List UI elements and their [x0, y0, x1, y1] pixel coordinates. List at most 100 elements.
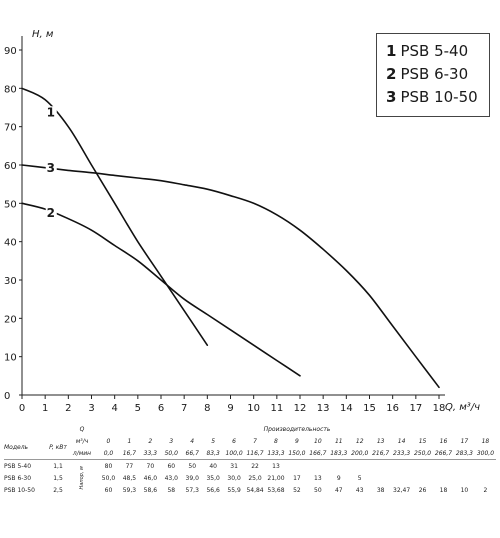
table-value-cell: 80	[98, 459, 119, 472]
performance-table: Q Производительность Модель P, кВт м³/ч 0 1 2 3 4…	[4, 423, 496, 496]
legend-item-3: 3 PSB 10-50	[386, 86, 489, 109]
table-value-cell: 13	[314, 474, 322, 482]
q-m3h-cell: 2	[148, 437, 153, 445]
header-empty	[44, 423, 72, 435]
performance-chart: 0 1 2 3 4 5 6 7 8 9 10 11 12 13 14 15 16 17 18010203040506…	[4, 29, 480, 414]
table-value-cell: 38	[376, 486, 385, 494]
x-tick-label: 17	[409, 403, 422, 414]
head-label: Напор, м	[72, 459, 92, 496]
header-model: Модель	[4, 443, 29, 451]
table-value-cell: 46,0	[143, 474, 158, 482]
q-lmin-cell: 283,3	[455, 449, 473, 457]
q-m3h-cell: 9	[294, 437, 299, 445]
table-value-cell	[454, 472, 475, 484]
curve-label-bg	[45, 206, 57, 219]
table-value-cell: 43,0	[164, 474, 178, 482]
table-value-cell: 50,0	[101, 474, 116, 482]
q-m3h-cell: 10	[314, 437, 322, 445]
y-tick-label: 10	[4, 353, 17, 364]
legend-num-1: 1	[386, 42, 397, 60]
x-tick-label: 14	[340, 403, 353, 414]
legend-num-3: 3	[386, 88, 397, 106]
chart-curves: 1 2 3	[21, 87, 440, 389]
header-power: P, кВт	[49, 443, 67, 451]
table-value-cell: 2	[483, 486, 488, 494]
table-value-cell	[412, 459, 433, 472]
table-value-cell	[307, 459, 329, 472]
y-tick-label: 80	[4, 84, 17, 95]
table-value-cell: 39,0	[185, 474, 199, 482]
curve-label-bg	[45, 106, 57, 119]
q-lmin-cell: 50,0	[164, 449, 178, 457]
chart-legend: 1 PSB 5-40 2 PSB 6-30 3 PSB 10-50	[376, 33, 490, 117]
chart-axes: 0 1 2 3 4 5 6 7 8 9 10 11 12 13 14 15 16 17 18010203040506…	[4, 29, 480, 414]
header-empty	[4, 423, 44, 435]
x-tick-label: 13	[317, 403, 330, 414]
table-value-cell	[433, 472, 454, 484]
x-tick-label: 8	[204, 403, 210, 414]
q-lmin-cell: 250,0	[413, 449, 432, 457]
y-axis-title: H, м	[32, 29, 54, 40]
curve-3	[21, 164, 440, 389]
table-value-cell: 26	[418, 486, 427, 494]
table-value-cell: 21,00	[267, 474, 285, 482]
table-value-cell: 60	[160, 459, 182, 472]
table-model-cell: PSB 10-50	[4, 486, 35, 494]
q-m3h-cell: 18	[481, 437, 490, 445]
q-m3h-cell: 0	[106, 437, 111, 445]
y-tick-label: 40	[4, 238, 17, 249]
legend-item-1: 1 PSB 5-40	[386, 40, 489, 63]
q-lmin-cell: 83,3	[206, 449, 220, 457]
q-m3h-cell: 6	[232, 437, 236, 445]
table-value-cell	[412, 472, 433, 484]
x-tick-label: 6	[158, 403, 164, 414]
y-tick-label: 0	[4, 391, 10, 402]
table-value-cell: 77	[118, 459, 140, 472]
legend-label-1: PSB 5-40	[400, 42, 469, 60]
q-m3h-cell: 7	[253, 437, 257, 445]
q-m3h-cell: 15	[418, 437, 427, 445]
curve-1	[21, 87, 209, 346]
x-tick-label: 11	[270, 403, 283, 414]
table-value-cell: 25,0	[248, 474, 262, 482]
table-value-cell: 47	[334, 486, 343, 494]
q-lmin-cell: 0,0	[103, 449, 114, 457]
table-power-cell: 2,5	[53, 486, 63, 494]
q-m3h-cell: 5	[211, 437, 216, 445]
q-lmin-cell: 300,0	[476, 449, 495, 457]
table-value-cell	[328, 459, 350, 472]
y-tick-label: 20	[4, 314, 17, 325]
legend-item-2: 2 PSB 6-30	[386, 63, 489, 86]
q-m3h-cell: 12	[355, 437, 364, 445]
table-value-cell	[286, 459, 308, 472]
table-value-cell: 54,84	[246, 486, 264, 494]
q-m3h-cell: 4	[190, 437, 195, 445]
header-empty	[92, 459, 98, 496]
table-value-cell	[370, 459, 392, 472]
legend-num-2: 2	[386, 65, 397, 83]
table-value-cell: 58	[167, 486, 176, 494]
table-model-cell: PSB 5-40	[4, 459, 44, 472]
table-row: PSB 5-40 1,1 Напор, м 80 77 70 60 50 40 31 22 13	[4, 459, 496, 496]
q-m3h-cell: 1	[127, 437, 132, 445]
table-value-cell: 58,6	[143, 486, 158, 494]
q-lmin-cell: 16,7	[122, 449, 137, 457]
y-tick-label: 50	[4, 199, 17, 210]
header-unit-lmin: л/мин	[72, 449, 92, 457]
x-tick-label: 4	[111, 403, 117, 414]
q-lmin-cell: 183,3	[330, 449, 348, 457]
table-header-row: Q Производительность	[4, 423, 496, 435]
table-row: PSB 6-30 1,5 50,0 48,5 46,0 43,0 39,0 35,0 30,0 2…	[4, 472, 496, 484]
table-power-cell: 1,1	[44, 459, 72, 472]
x-tick-label: 1	[42, 403, 48, 414]
q-lmin-cell: 133,3	[267, 449, 285, 457]
curve-label-3: 3	[47, 161, 55, 175]
table-power-cell: 1,5	[53, 474, 63, 482]
curve-label-2: 2	[47, 206, 55, 220]
table-value-cell: 32,47	[393, 486, 411, 494]
table-value-cell	[433, 459, 454, 472]
q-m3h-cell: 13	[376, 437, 385, 445]
x-tick-label: 7	[181, 403, 187, 414]
table-row: PSB 10-50 2,5 60 59,3 58,6 58 57,3 56,6 55,9 54,8…	[4, 484, 496, 496]
q-lmin-cell: 116,7	[246, 449, 264, 457]
